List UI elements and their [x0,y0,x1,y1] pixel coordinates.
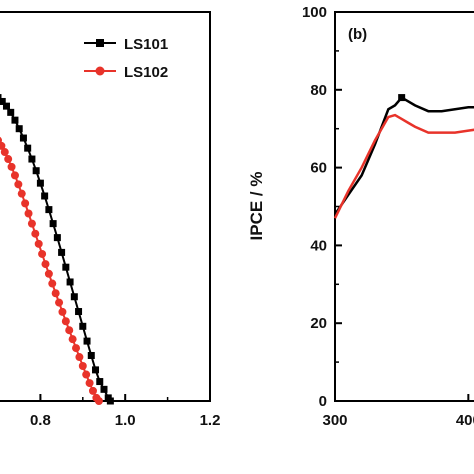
data-point-ls101 [87,351,95,359]
data-point-ls101 [49,220,57,228]
data-point-ls101 [45,206,53,214]
data-point-ls101 [70,293,78,301]
data-point-ls102 [21,199,30,208]
data-point-ls102 [65,326,74,335]
data-point-ls101 [15,125,23,133]
data-point-ls101 [96,378,104,386]
panel-a: 0.8 1.0 1.2 LS101 LS102 [0,11,221,429]
data-point-ls102 [58,307,67,316]
panel-b-series [333,94,474,219]
data-point-ls101 [62,263,70,271]
data-point-ls101 [100,385,108,393]
panel-b-y-tick-label: 40 [310,237,327,254]
data-point-ls102 [72,344,81,353]
legend-marker-ls102 [95,66,105,76]
data-point-ls101 [79,322,87,330]
data-point-ls102 [44,269,53,278]
data-point-ls102 [68,335,77,344]
panel-b-x-tick-label: 400 [456,412,474,429]
data-point-ls102 [31,229,40,238]
data-point-ls101 [75,308,83,316]
legend-label-ls102: LS102 [124,64,168,81]
data-point-ls102 [82,370,91,379]
data-point-ls102 [55,298,64,307]
panel-b-ticks: 0 20 40 60 80 100 300 400 [302,4,474,429]
panel-b-y-tick-label: 0 [319,393,327,410]
panel-a-legend: LS101 LS102 [84,36,168,81]
data-point-ls102 [27,219,36,228]
data-point-ls101 [66,278,74,286]
data-point-ls101 [0,97,6,105]
legend-marker-ls101 [96,39,104,47]
data-point-ls102 [75,353,84,362]
panel-a-plot-frame [0,11,211,402]
ipce-point-ls101 [398,94,406,102]
panel-b-y-tick-label: 20 [310,315,327,332]
panel-b: (b) IPCE / % 0 20 40 60 80 100 300 400 [247,4,474,429]
data-point-ls101 [58,248,66,256]
ipce-line-ls102 [333,113,474,219]
data-point-ls102 [0,148,9,157]
panel-a-x-tick-label: 0.8 [30,412,51,429]
data-point-ls102 [85,379,94,388]
data-point-ls101 [32,167,40,175]
data-point-ls102 [78,361,87,370]
panel-a-series [0,94,114,405]
panel-b-y-tick-label: 80 [310,82,327,99]
data-point-ls102 [61,317,70,326]
data-point-ls101 [24,144,32,152]
data-point-ls101 [36,179,44,187]
panel-b-plot-frame [334,11,474,402]
panel-b-y-tick-label: 60 [310,160,327,177]
panel-a-x-tick-label: 1.0 [115,412,136,429]
data-point-ls102 [17,189,26,198]
panel-b-y-tick-label: 100 [302,4,327,21]
data-point-ls102 [0,141,6,150]
data-point-ls101 [41,192,49,200]
panel-b-label: (b) [348,26,367,43]
panel-b-x-tick-label: 300 [322,412,347,429]
data-point-ls102 [10,171,19,180]
series-line-ls101 [0,98,112,402]
data-point-ls102 [88,386,97,395]
data-point-ls101 [92,366,100,374]
data-point-ls102 [4,155,13,164]
data-point-ls102 [7,162,16,171]
data-point-ls102 [51,289,60,298]
ipce-line-ls101 [333,95,474,215]
data-point-ls101 [106,397,114,405]
data-point-ls101 [11,116,19,124]
data-point-ls101 [7,108,15,116]
data-point-ls101 [0,94,2,102]
data-point-ls102 [94,397,103,405]
data-point-ls102 [41,260,50,269]
legend-label-ls101: LS101 [124,36,168,53]
data-point-ls102 [14,180,23,189]
panel-a-x-ticks: 0.8 1.0 1.2 [30,394,221,429]
data-point-ls102 [48,279,57,288]
data-point-ls102 [24,209,33,218]
data-point-ls101 [83,337,91,345]
data-point-ls101 [53,234,61,242]
data-point-ls102 [34,239,43,248]
data-point-ls101 [28,155,36,163]
data-point-ls101 [19,134,27,142]
panel-a-x-tick-label: 1.2 [200,412,221,429]
panel-b-y-axis-title: IPCE / % [247,172,266,241]
data-point-ls102 [38,249,47,258]
data-point-ls101 [2,102,10,110]
